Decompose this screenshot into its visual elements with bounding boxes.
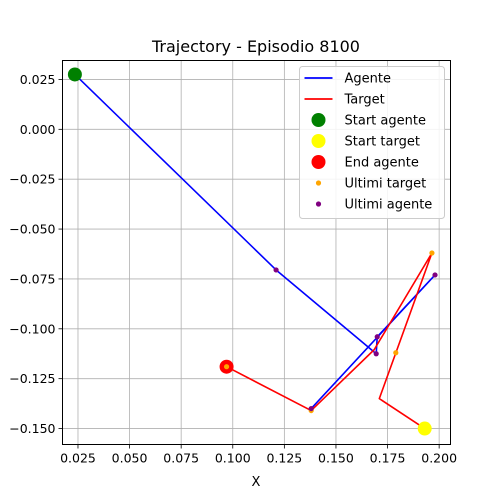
point-ultimi-agente: [373, 351, 379, 357]
legend-label-end-agente: End agente: [345, 156, 419, 171]
legend-swatch-ultimi-agente: [315, 201, 322, 207]
legend: Agente Target Start agente Start target End …: [299, 66, 445, 219]
x-tick-label: 0.075: [163, 451, 199, 466]
x-tick-label: 0.150: [318, 451, 354, 466]
point-ultimi-target: [223, 364, 230, 370]
legend-swatch-start-agente: [311, 113, 326, 127]
x-tick-label: 0.125: [266, 451, 302, 466]
y-tick-label: −0.075: [9, 271, 55, 286]
x-tick-label: 0.025: [60, 451, 96, 466]
legend-label-start-target: Start target: [345, 135, 420, 150]
legend-label-target: Target: [344, 93, 385, 108]
point-ultimi-agente: [273, 267, 279, 273]
point-ultimi-agente: [308, 405, 314, 412]
x-tick-label: 0.050: [112, 451, 148, 466]
marker-start-agente: [67, 67, 82, 82]
point-ultimi-agente: [374, 334, 380, 340]
legend-label-ultimi-agente: Ultimi agente: [345, 198, 433, 213]
point-ultimi-target: [393, 350, 399, 356]
x-tick-label: 0.175: [370, 451, 406, 466]
axis-ticks: 0.025 0.050 0.075 0.100 0.125 0.150 0.175 0.200…: [9, 72, 457, 466]
x-tick-label: 0.200: [421, 451, 457, 466]
legend-label-agente: Agente: [345, 72, 391, 87]
legend-swatch-start-target: [311, 134, 326, 148]
point-ultimi-agente: [432, 272, 438, 278]
y-tick-label: −0.150: [9, 421, 55, 436]
series-lines: [74, 73, 436, 430]
legend-swatch-end-agente: [311, 155, 326, 169]
plot-frame: [62, 60, 451, 445]
x-tick-label: 0.100: [215, 451, 251, 466]
legend-label-ultimi-target: Ultimi target: [345, 177, 427, 192]
y-tick-label: −0.100: [9, 321, 55, 336]
chart-title: Trajectory - Episodio 8100: [151, 37, 360, 56]
series-markers: [67, 67, 438, 436]
y-tick-label: −0.125: [9, 371, 55, 386]
legend-label-start-agente: Start agente: [345, 114, 426, 129]
y-tick-label: 0.025: [20, 72, 56, 87]
legend-box: [299, 66, 445, 219]
x-axis-label: X: [252, 475, 261, 490]
point-ultimi-target: [429, 250, 435, 256]
series-line-target: [226, 252, 433, 430]
y-tick-label: 0.000: [20, 122, 56, 137]
y-tick-label: −0.025: [9, 172, 55, 187]
y-tick-label: −0.050: [9, 222, 55, 237]
marker-start-target: [417, 421, 432, 436]
legend-swatch-ultimi-target: [315, 180, 322, 186]
